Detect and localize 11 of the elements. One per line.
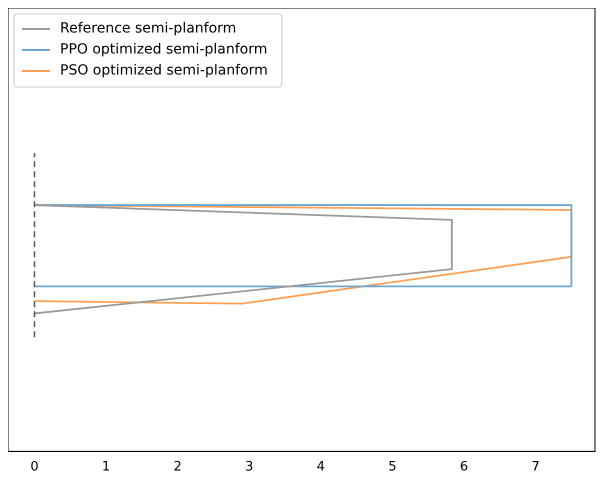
legend-label: Reference semi-planform bbox=[60, 20, 236, 37]
x-tick-label: 7 bbox=[531, 460, 540, 475]
legend-label: PPO optimized semi-planform bbox=[60, 42, 268, 58]
x-tick-label: 0 bbox=[30, 460, 39, 475]
legend-label: PSO optimized semi-planform bbox=[60, 62, 268, 79]
x-tick-label: 2 bbox=[174, 460, 182, 475]
x-tick-label: 1 bbox=[102, 460, 110, 475]
x-tick-label: 5 bbox=[388, 460, 397, 475]
x-tick-label: 4 bbox=[316, 460, 325, 475]
x-tick-label: 3 bbox=[245, 460, 254, 475]
x-tick-label: 6 bbox=[460, 460, 468, 475]
